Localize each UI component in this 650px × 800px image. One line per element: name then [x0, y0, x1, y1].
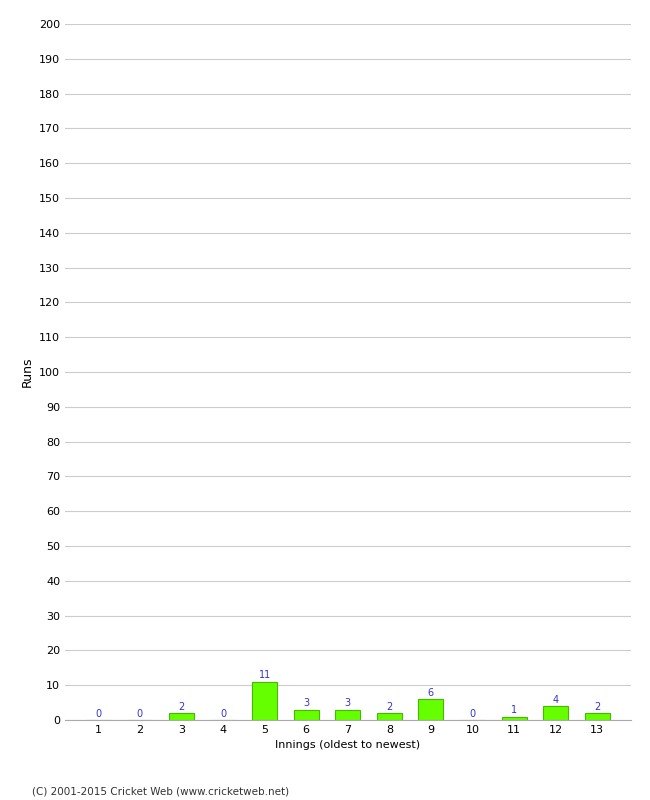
Text: 11: 11 — [259, 670, 270, 680]
Text: 1: 1 — [511, 705, 517, 715]
Text: 2: 2 — [594, 702, 601, 712]
Text: 3: 3 — [344, 698, 351, 708]
Bar — [543, 706, 568, 720]
Bar — [252, 682, 277, 720]
Bar — [169, 713, 194, 720]
Text: 2: 2 — [386, 702, 393, 712]
Y-axis label: Runs: Runs — [20, 357, 33, 387]
Bar — [294, 710, 318, 720]
Bar — [502, 717, 526, 720]
Text: 6: 6 — [428, 688, 434, 698]
Text: 0: 0 — [136, 709, 143, 718]
Text: 0: 0 — [469, 709, 476, 718]
Text: (C) 2001-2015 Cricket Web (www.cricketweb.net): (C) 2001-2015 Cricket Web (www.cricketwe… — [32, 786, 290, 796]
Bar — [419, 699, 443, 720]
Bar — [335, 710, 360, 720]
Text: 4: 4 — [552, 694, 559, 705]
Bar — [585, 713, 610, 720]
Text: 2: 2 — [178, 702, 185, 712]
X-axis label: Innings (oldest to newest): Innings (oldest to newest) — [275, 741, 421, 750]
Text: 0: 0 — [95, 709, 101, 718]
Text: 0: 0 — [220, 709, 226, 718]
Bar — [377, 713, 402, 720]
Text: 3: 3 — [303, 698, 309, 708]
